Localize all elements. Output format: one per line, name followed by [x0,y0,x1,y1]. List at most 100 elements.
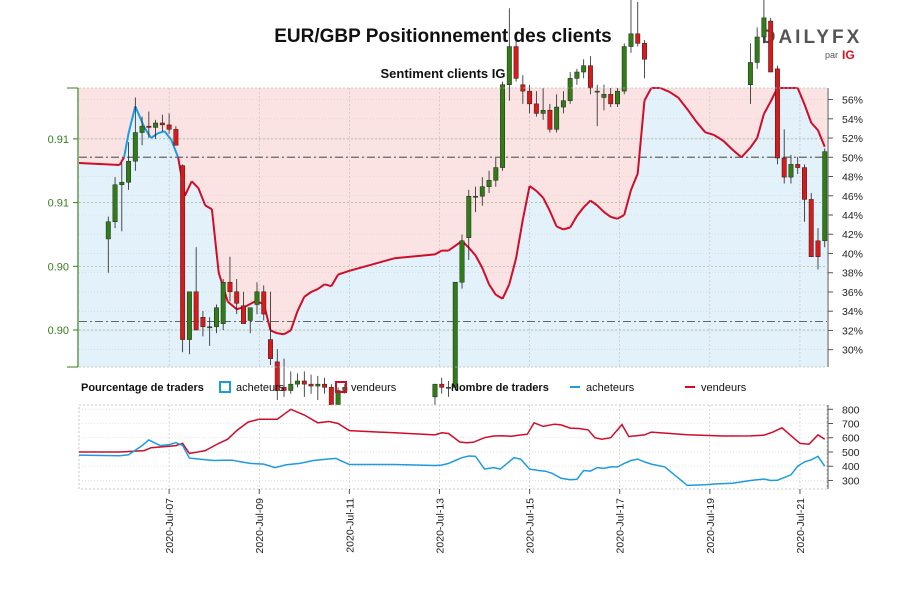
count-axis-label: 600 [842,433,860,445]
candle-body [207,326,213,329]
candle [105,216,111,273]
candle-body [642,43,647,60]
candle-body [473,195,478,198]
candle-body [761,17,767,38]
candle-body [247,307,253,321]
date-label: 2020-Jul-11 [344,498,356,553]
candle-body [774,68,780,159]
candle [486,170,492,194]
date-label: 2020-Jul-21 [795,498,807,554]
candle-body [213,307,219,328]
date-label: 2020-Jul-09 [254,498,266,554]
candle-body [479,186,485,197]
candle [139,116,145,146]
candle [193,247,199,331]
candle-body [268,339,273,359]
candle [315,375,321,401]
candle [173,126,179,146]
right-axis-label: 32% [842,325,863,337]
brand-ig: IG [842,48,855,62]
candle-body [781,157,787,178]
right-axis-label: 50% [842,152,863,164]
candle-body [234,291,240,304]
candle [446,380,451,397]
count-axis-label: 500 [842,447,860,459]
right-axis-label: 38% [842,268,863,280]
candle [180,164,186,353]
candle [587,56,593,95]
candle [295,373,300,388]
right-axis-label: 30% [842,345,863,357]
chart-title: EUR/GBP Positionnement des clients [274,26,612,47]
candle-body [241,305,246,324]
candle-body [139,125,145,133]
candle-body [301,380,307,385]
brand-par: par [825,50,838,60]
candle [533,91,539,117]
candle [452,281,458,391]
candle [560,91,566,114]
candle [473,186,478,213]
candle-body [587,65,593,89]
candle [635,1,641,47]
candle-body [119,181,125,186]
legend-pct-buyers: acheteurs [236,382,285,394]
candle-body [254,291,260,305]
candle-body [159,122,165,126]
left-axis-label: 0.91 [48,134,69,146]
candle [207,317,213,346]
candle [761,0,767,44]
date-axis: 2020-Jul-07 2020-Jul-09 2020-Jul-11 2020-Ju… [164,489,807,553]
right-axis-label: 56% [842,95,863,107]
right-axis-label: 34% [842,306,863,318]
candle [601,84,607,111]
right-axis-label: 46% [842,191,863,203]
legend-pct-heading: Pourcentage de traders [81,382,204,394]
candle [159,114,165,132]
candle-body [315,383,321,387]
candle [220,279,226,330]
candle [166,113,172,134]
right-axis-label: 40% [842,248,863,260]
candle [621,43,627,95]
chart-subtitle: Sentiment clients IG [381,66,506,81]
candle [288,371,294,394]
candle [788,154,794,184]
candle-body [815,240,821,257]
date-label: 2020-Jul-19 [705,498,717,554]
candle [268,291,273,366]
candle [146,111,152,138]
candle [459,234,465,289]
candle [500,81,506,171]
candle [808,193,814,257]
candle-body [574,71,580,79]
candle [513,36,519,82]
candle-body [288,383,294,391]
date-label: 2020-Jul-15 [525,498,537,554]
candle [547,103,553,133]
candle [200,310,206,337]
candle-body [808,199,814,257]
candle-body [173,129,179,146]
candle-body [554,106,560,130]
candle-body [466,195,472,238]
candle [119,163,125,232]
candle [132,97,138,171]
candle-body [527,90,533,105]
candle-body [153,122,159,128]
candle-body [220,281,226,324]
right-axis-label: 42% [842,229,863,241]
count-axis-label: 400 [842,461,860,473]
legend-pct-buyers-swatch [219,381,231,393]
right-axis-label: 54% [842,114,863,126]
candle [628,0,634,53]
candle-body [754,36,760,63]
candle-body [322,383,328,388]
candle-body [513,46,519,79]
candle-body [822,151,828,242]
candle-body [486,180,492,187]
candle-body [500,84,506,168]
candle [815,228,821,270]
